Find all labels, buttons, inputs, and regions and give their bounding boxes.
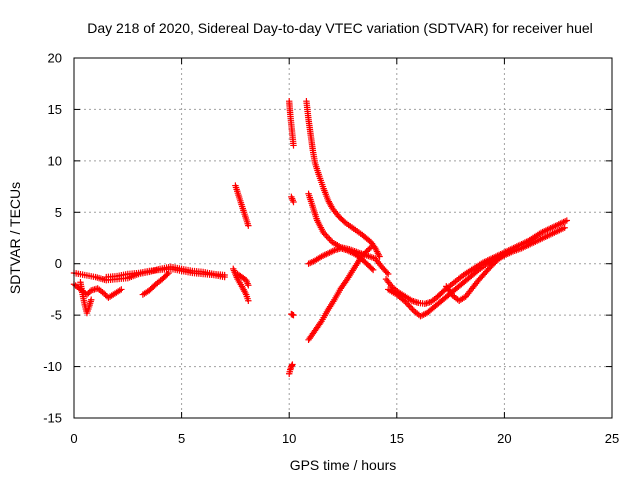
data-point (368, 265, 376, 272)
y-axis-title: SDTVAR / TECUs (7, 182, 23, 294)
y-tick-label: 0 (55, 256, 62, 271)
data-series (230, 182, 252, 304)
data-point (364, 246, 372, 254)
data-point (290, 311, 297, 319)
y-tick-label: -5 (50, 308, 62, 323)
data-series (77, 279, 95, 317)
data-point (501, 251, 508, 258)
data-series (305, 245, 377, 274)
data-point (245, 222, 252, 229)
x-tick-label: 15 (390, 431, 404, 446)
data-point (384, 270, 392, 278)
x-tick-label: 20 (497, 431, 511, 446)
x-tick-label: 25 (605, 431, 619, 446)
x-tick-label: 5 (178, 431, 185, 446)
data-point (366, 245, 373, 252)
data-point (88, 296, 95, 303)
data-point (221, 273, 228, 281)
data-point (165, 269, 172, 277)
data-point (100, 290, 108, 297)
data-markers (70, 98, 571, 377)
data-point (561, 224, 568, 231)
data-series (443, 251, 508, 304)
x-axis-title: GPS time / hours (290, 457, 397, 473)
y-tick-label: 15 (48, 102, 62, 117)
tick-labels: 0 5 10 15 20 25 -15 -10 -5 0 5 10 15 20 (43, 51, 619, 447)
data-point (102, 291, 109, 299)
grid-lines (74, 58, 612, 418)
data-series (139, 269, 172, 298)
y-tick-label: 10 (48, 153, 62, 168)
data-point (367, 244, 375, 251)
data-point (85, 290, 92, 297)
data-point (563, 217, 571, 224)
data-point (245, 297, 252, 304)
x-tick-label: 10 (282, 431, 296, 446)
data-point (164, 271, 171, 278)
data-point (290, 198, 297, 206)
data-point (376, 253, 383, 260)
data-point (383, 269, 391, 276)
y-tick-label: 5 (55, 205, 62, 220)
data-series (286, 98, 297, 377)
data-series (305, 244, 375, 344)
y-tick-label: 20 (48, 51, 62, 66)
data-point (118, 286, 125, 293)
data-series (103, 265, 228, 281)
y-tick-label: -10 (43, 359, 62, 374)
data-point (245, 282, 252, 289)
plot-frame (73, 57, 613, 419)
data-point (290, 142, 297, 149)
x-tick-label: 0 (70, 431, 77, 446)
data-point (369, 266, 377, 274)
data-point (289, 361, 296, 368)
data-point (363, 248, 370, 255)
data-series (303, 98, 383, 260)
y-tick-label: -15 (43, 411, 62, 426)
chart-title: Day 218 of 2020, Sidereal Day-to-day VTE… (87, 20, 593, 36)
data-point (400, 297, 408, 304)
